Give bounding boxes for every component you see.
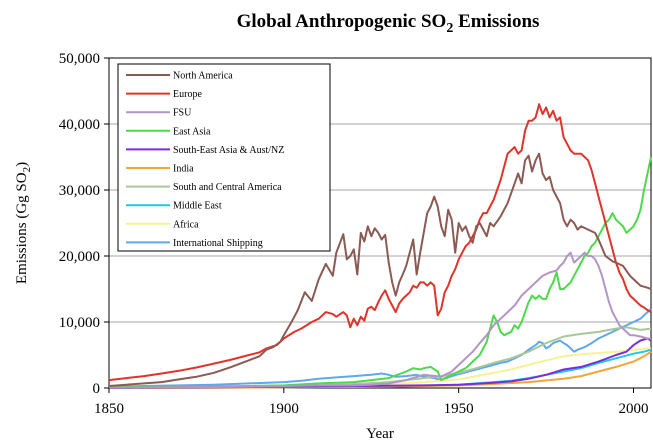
x-tick-label: 1850 bbox=[94, 401, 124, 417]
series-line-fsu bbox=[108, 251, 651, 389]
x-axis-label: Year bbox=[366, 426, 394, 441]
series-lines bbox=[108, 103, 652, 389]
y-tick-label: 10,000 bbox=[59, 315, 100, 331]
legend-label: Africa bbox=[173, 219, 199, 230]
y-tick-label: 50,000 bbox=[59, 51, 100, 67]
series-line-east-asia bbox=[108, 156, 652, 389]
x-tick-label: 1950 bbox=[444, 401, 474, 417]
legend-label: FSU bbox=[173, 108, 192, 119]
legend: North America Europe FSU East Asia South-Eas… bbox=[117, 63, 331, 252]
legend-label: Europe bbox=[173, 89, 202, 100]
x-tick-label: 1900 bbox=[269, 401, 299, 417]
y-tick-label: 40,000 bbox=[59, 117, 100, 133]
legend-label: South-East Asia & Aust/NZ bbox=[173, 145, 284, 156]
chart-title: Global Anthropogenic SO2 Emissions bbox=[237, 11, 540, 36]
x-tick-label: 2000 bbox=[619, 401, 649, 417]
x-axis-ticks: 1850 1900 1950 2000 bbox=[94, 388, 649, 417]
legend-label: East Asia bbox=[173, 126, 211, 137]
y-tick-label: 0 bbox=[93, 381, 101, 397]
y-axis-ticks: 0 10,000 20,000 30,000 40,000 50,000 bbox=[59, 51, 109, 397]
series-line-europe bbox=[108, 103, 652, 382]
legend-label: Middle East bbox=[173, 201, 222, 212]
y-tick-label: 30,000 bbox=[59, 183, 100, 199]
y-axis-label: Emissions (Gg SO2) bbox=[14, 162, 33, 284]
plot-area-border bbox=[108, 57, 652, 389]
legend-box bbox=[117, 63, 331, 252]
y-tick-label: 20,000 bbox=[59, 249, 100, 265]
series-line-north-america bbox=[108, 152, 652, 387]
legend-label: India bbox=[173, 164, 194, 175]
legend-label: International Shipping bbox=[173, 238, 263, 249]
legend-label: North America bbox=[173, 71, 233, 82]
legend-label: South and Central America bbox=[173, 182, 282, 193]
